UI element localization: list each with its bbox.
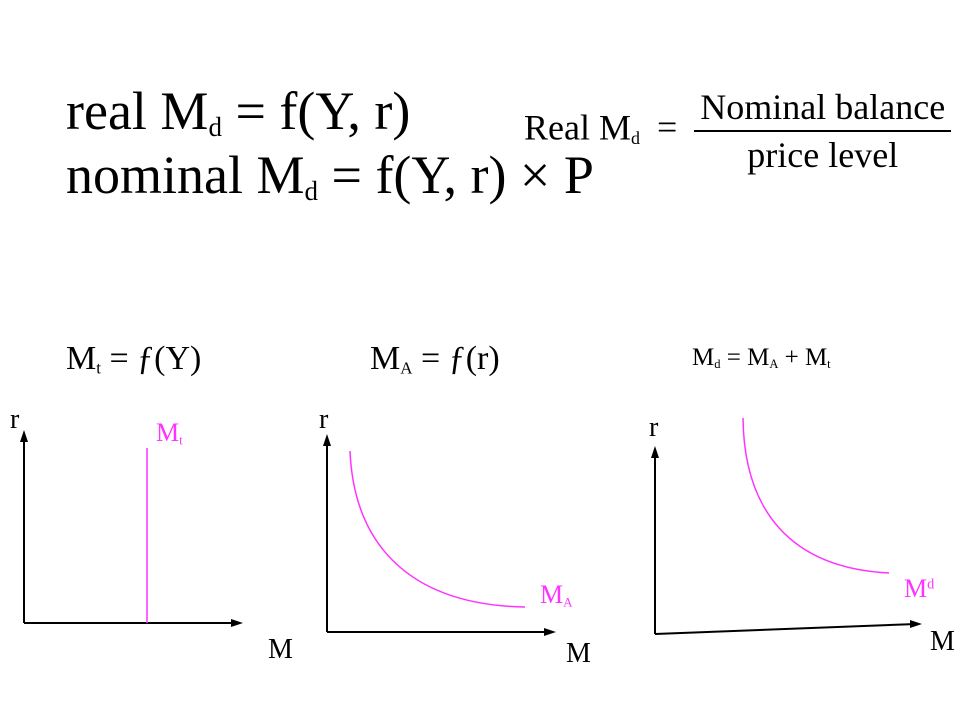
title-subscript: A <box>769 357 779 372</box>
title-subscript: t <box>96 358 101 378</box>
fraction-denominator: price level <box>747 135 899 175</box>
real-balance-fraction-equation: Real Md = Nominal balance price level <box>524 86 952 176</box>
equation-rhs: = f(Y, r) <box>235 81 411 141</box>
graph1-x-arrow <box>231 619 243 627</box>
title-function: = ƒ(Y) <box>100 340 202 377</box>
title-symbol: M <box>692 344 715 371</box>
graph3-x-axis-label: M <box>930 626 955 657</box>
graph1-x-axis-label: M <box>268 634 293 665</box>
graph1-curve-label: Mt <box>156 418 183 448</box>
equation-rhs: = f(Y, r) × P <box>331 145 594 205</box>
equation-subscript: d <box>208 111 222 142</box>
graph3-y-axis-label: r <box>649 412 659 443</box>
title-subscript: t <box>827 357 831 372</box>
graph2-y-arrow <box>323 434 331 446</box>
fraction-equals: = <box>656 107 678 148</box>
curve-label-symbol: M <box>540 580 564 609</box>
graph3-md-curve <box>742 417 890 574</box>
title-function: = M <box>720 344 770 371</box>
curve-label-subscript: A <box>563 594 573 610</box>
real-money-demand-equation: real Md = f(Y, r) <box>66 84 410 141</box>
graph1-title: Mt = ƒ(Y) <box>66 340 201 378</box>
curve-label-symbol: M <box>904 574 928 603</box>
fraction-numerator: Nominal balance <box>694 86 952 132</box>
title-symbol: M <box>66 340 97 377</box>
fraction: Nominal balance price level <box>694 86 952 176</box>
nominal-money-demand-equation: nominal Md = f(Y, r) × P <box>66 148 594 205</box>
curve-label-symbol: M <box>156 418 180 447</box>
equation-subscript: d <box>304 175 319 206</box>
title-symbol: M <box>370 340 401 377</box>
graph1-y-axis-label: r <box>10 404 20 435</box>
equation-lhs: nominal M <box>66 145 305 205</box>
graph2-y-axis-label: r <box>319 404 329 435</box>
title-subscript: A <box>400 358 413 378</box>
graph3-title: Md = MA + Mt <box>692 344 831 372</box>
graph2-x-arrow <box>544 628 556 636</box>
curve-label-superscript: d <box>927 576 935 593</box>
graph2-curve-label: MA <box>540 580 573 610</box>
title-subscript: d <box>714 357 721 372</box>
graph3-x-arrow <box>910 620 922 628</box>
title-function: = ƒ(r) <box>412 340 500 377</box>
graph3-x-axis <box>654 623 917 635</box>
graph1-y-arrow <box>20 430 28 442</box>
equation-lhs: real M <box>66 81 209 141</box>
fraction-subscript: d <box>630 127 640 148</box>
graph2-x-axis-label: M <box>566 638 591 669</box>
graph2-ma-curve <box>349 450 526 608</box>
graph3-y-arrow <box>651 446 659 458</box>
fraction-lhs: Real M <box>524 107 631 148</box>
title-function: + M <box>778 344 828 371</box>
graph2-title: MA = ƒ(r) <box>370 340 500 378</box>
graph3-curve-label: Md <box>904 574 934 604</box>
curve-label-subscript: t <box>179 432 183 448</box>
